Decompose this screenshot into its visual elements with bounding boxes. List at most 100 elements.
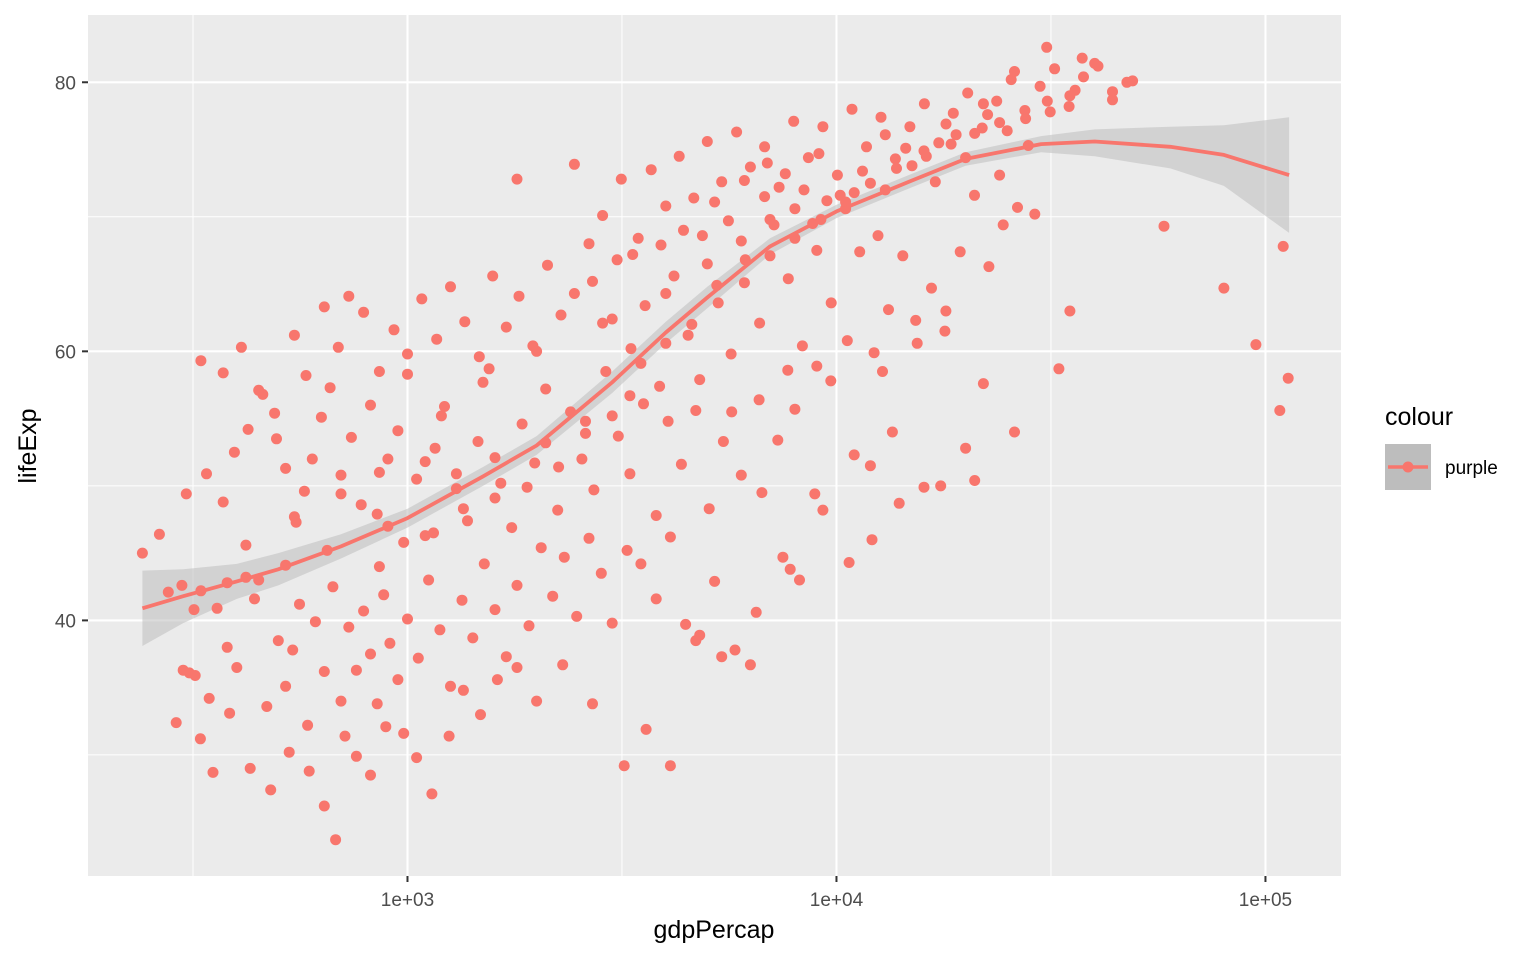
data-point bbox=[722, 215, 734, 227]
data-point bbox=[195, 355, 207, 367]
smooth-line bbox=[141, 139, 1290, 611]
data-point bbox=[950, 129, 962, 141]
data-point bbox=[841, 335, 853, 347]
data-point bbox=[402, 368, 413, 380]
data-point bbox=[288, 329, 300, 341]
data-point bbox=[813, 148, 825, 160]
data-point bbox=[759, 141, 771, 153]
data-point bbox=[940, 118, 952, 130]
data-point bbox=[335, 469, 347, 481]
data-point bbox=[170, 717, 182, 729]
data-point bbox=[487, 270, 499, 282]
data-point bbox=[754, 317, 766, 329]
data-point bbox=[1041, 95, 1053, 107]
legend-entry-label: purple bbox=[1445, 458, 1498, 479]
data-point bbox=[977, 98, 989, 110]
data-point bbox=[343, 290, 355, 302]
data-point bbox=[450, 468, 462, 480]
data-point bbox=[960, 442, 972, 454]
data-point bbox=[716, 176, 728, 188]
data-point bbox=[443, 730, 455, 742]
data-point bbox=[355, 499, 367, 511]
data-point bbox=[343, 621, 355, 633]
data-point bbox=[217, 367, 229, 379]
data-point bbox=[315, 411, 327, 423]
data-point bbox=[690, 635, 702, 647]
data-point bbox=[639, 300, 651, 312]
data-point bbox=[253, 384, 265, 396]
data-point bbox=[384, 637, 396, 649]
data-point bbox=[650, 510, 662, 521]
data-point bbox=[929, 176, 941, 188]
data-point bbox=[606, 617, 618, 629]
data-point bbox=[682, 329, 694, 341]
data-point bbox=[773, 181, 785, 193]
data-point bbox=[857, 165, 868, 177]
data-point bbox=[211, 602, 223, 614]
data-point bbox=[761, 157, 773, 169]
data-point bbox=[587, 698, 598, 710]
data-point bbox=[725, 348, 737, 360]
data-point bbox=[398, 536, 410, 548]
data-point bbox=[435, 410, 447, 422]
data-point bbox=[1020, 113, 1032, 125]
data-point bbox=[426, 788, 438, 800]
data-point bbox=[392, 674, 404, 686]
data-point bbox=[419, 530, 431, 542]
data-point bbox=[365, 399, 376, 411]
x-tick-label: 1e+03 bbox=[381, 890, 434, 911]
data-point bbox=[817, 504, 829, 516]
data-point bbox=[696, 230, 708, 242]
data-point bbox=[242, 423, 254, 435]
data-point bbox=[891, 162, 902, 174]
data-point bbox=[553, 461, 565, 473]
data-point bbox=[811, 244, 823, 256]
data-point bbox=[445, 281, 456, 293]
data-point bbox=[330, 834, 342, 846]
data-point bbox=[402, 613, 413, 625]
data-point bbox=[529, 457, 541, 469]
data-point bbox=[991, 95, 1003, 107]
data-point bbox=[825, 375, 837, 387]
data-point bbox=[475, 709, 486, 721]
data-point bbox=[997, 219, 1009, 231]
confidence-band bbox=[142, 117, 1290, 646]
data-point bbox=[521, 481, 533, 493]
data-point bbox=[500, 321, 512, 333]
data-point bbox=[789, 403, 801, 415]
data-point bbox=[489, 452, 501, 464]
data-point bbox=[392, 425, 404, 437]
data-point bbox=[597, 317, 609, 329]
data-point bbox=[552, 504, 564, 516]
data-point bbox=[423, 574, 435, 586]
data-point bbox=[516, 418, 528, 430]
data-point bbox=[969, 475, 981, 486]
data-point bbox=[558, 551, 570, 563]
data-point bbox=[688, 192, 700, 204]
data-point bbox=[817, 121, 829, 133]
data-point bbox=[416, 293, 428, 305]
data-point bbox=[318, 666, 330, 677]
data-point bbox=[756, 487, 768, 499]
data-point bbox=[632, 232, 644, 244]
data-point bbox=[764, 250, 776, 262]
x-axis-ticks: 1e+03 1e+04 1e+05 bbox=[381, 876, 1292, 911]
data-point bbox=[848, 449, 860, 461]
data-point bbox=[280, 462, 292, 474]
data-point bbox=[189, 670, 201, 681]
data-point bbox=[249, 593, 260, 605]
data-point bbox=[690, 405, 702, 416]
data-point bbox=[940, 305, 952, 317]
data-point bbox=[694, 374, 706, 386]
data-point bbox=[467, 632, 479, 644]
data-point bbox=[207, 766, 219, 778]
data-point bbox=[511, 173, 523, 185]
data-point bbox=[300, 370, 312, 381]
data-point bbox=[303, 765, 315, 777]
data-point bbox=[595, 567, 607, 579]
data-point bbox=[489, 492, 501, 504]
data-point bbox=[388, 324, 400, 336]
data-point bbox=[221, 641, 233, 653]
data-point bbox=[240, 539, 252, 551]
data-point bbox=[459, 316, 471, 328]
